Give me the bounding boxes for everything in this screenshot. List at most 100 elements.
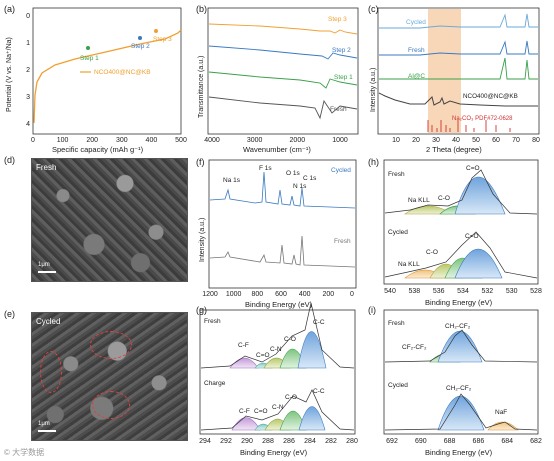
i-cycled-ch2cf2-label: CH₂-CF₂ — [446, 385, 472, 392]
sem-image-cycled: Cycled 1μm — [31, 312, 188, 441]
peak-f1s: F 1s — [259, 165, 272, 172]
g-charge-cf-label: C-F — [239, 408, 250, 415]
xrd-fresh — [379, 40, 538, 56]
panel-h-xtick: 538 — [408, 288, 420, 295]
panel-h-xtick: 534 — [457, 288, 469, 295]
panel-g-xtick: 292 — [220, 438, 232, 445]
panel-i-xtick: 692 — [386, 438, 398, 445]
panel-a-xlabel: Specific capacity (mAh g⁻¹) — [52, 145, 144, 154]
ftir-step2-label: Step 2 — [332, 47, 351, 54]
panel-f-xtick: 200 — [322, 291, 334, 298]
panel-g-xlabel: Binding Energy (eV) — [240, 448, 308, 457]
panel-i-xtick: 682 — [530, 438, 542, 445]
panel-a-curve — [33, 29, 182, 124]
panel-b-xtick: 2000 — [290, 137, 306, 144]
xrd-cycled-label: Cycled — [406, 19, 426, 26]
sem-cycled-scalebar — [38, 430, 56, 432]
g-charge-co-label: C-O — [285, 394, 297, 401]
panel-h-xlabel: Binding Energy (eV) — [425, 298, 493, 307]
panel-c-xtick: 80 — [532, 137, 540, 144]
panel-c: (c) Intensity (a.u.) 2 Theta (degree) 10… — [368, 4, 540, 154]
sem-cycled-scale-text: 1μm — [38, 421, 50, 427]
survey-fresh-label: Fresh — [334, 238, 351, 245]
panel-f-ylabel: Intensity (a.u.) — [199, 218, 206, 262]
h-fresh-nakll-label: Na KLL — [408, 197, 430, 204]
h-cycled-c=o-peak — [454, 248, 503, 279]
panel-a-xtick: 100 — [57, 137, 69, 144]
panel-b-letter: (b) — [196, 4, 207, 14]
g-charge-cc-label: C-C — [313, 388, 325, 395]
peak-n1s: N 1s — [293, 183, 307, 190]
ftir-step3 — [208, 23, 358, 35]
panel-f-xtick: 0 — [350, 291, 354, 298]
xps-survey-cycled — [209, 171, 356, 209]
h-fresh-label: Fresh — [388, 171, 405, 178]
panel-g-xtick: 286 — [283, 438, 295, 445]
panel-c-xlabel: 2 Theta (degree) — [426, 145, 482, 154]
peak-o1s: O 1s — [286, 170, 300, 177]
i-fresh-ch2cf2-label: CH₂-CF₂ — [445, 323, 471, 330]
step3-label: Step 3 — [153, 36, 172, 43]
ftir-step3-label: Step 3 — [328, 16, 347, 23]
panel-g-xtick: 282 — [325, 438, 337, 445]
i-fresh-ch2cf2-peak — [437, 330, 483, 363]
step2-marker — [138, 36, 142, 40]
sem-cycled-label: Cycled — [36, 317, 61, 326]
sem-fresh-label: Fresh — [36, 163, 57, 172]
ftir-fresh-label: Fresh — [330, 106, 347, 113]
i-fresh-envelope — [384, 329, 538, 363]
i-cycled-label: Cycled — [388, 382, 408, 389]
sem-cycled-circle-3 — [92, 391, 130, 419]
panel-a: (a) Potential (V vs. Na⁺/Na) Specific ca… — [4, 4, 187, 154]
xps-survey-fresh — [209, 235, 356, 268]
panel-a-xtick: 0 — [31, 137, 35, 144]
panel-f-letter: (f) — [196, 157, 205, 167]
sem-cycled-circle-1 — [90, 331, 132, 359]
h-cycled-nakll-label: Na KLL — [398, 261, 420, 268]
peak-c1s: C 1s — [303, 175, 317, 182]
panel-i-xtick: 684 — [501, 438, 513, 445]
xrd-al-c — [379, 57, 538, 80]
panel-a-xtick: 200 — [86, 137, 98, 144]
panel-f-xtick: 800 — [251, 291, 263, 298]
panel-f-xtick: 1200 — [202, 291, 218, 298]
panel-g-xtick: 288 — [262, 438, 274, 445]
panel-c-xtick: 30 — [432, 137, 440, 144]
panel-b-xtick: 3000 — [247, 137, 263, 144]
step2-label: Step 2 — [131, 43, 150, 50]
xrd-alc-label: Al@C — [408, 73, 425, 80]
g-fresh-co-label: C-O — [284, 336, 296, 343]
h-fresh-envelope — [384, 169, 538, 215]
h-cycled-c=o-label: C=O — [465, 233, 479, 240]
g-charge-envelope — [200, 389, 355, 431]
ftir-step1 — [208, 71, 358, 89]
h-fresh-c=o-peak — [454, 177, 506, 215]
panel-c-highlight — [428, 9, 461, 133]
g-charge-label: Charge — [204, 380, 226, 387]
step1-marker — [86, 46, 90, 50]
xrd-cycled — [379, 13, 538, 29]
panel-c-xtick: 40 — [452, 137, 460, 144]
panel-c-frame — [377, 7, 540, 135]
panel-b-frame — [207, 7, 359, 135]
panel-f-xtick: 400 — [299, 291, 311, 298]
panel-b-ylabel: Transmittance (a.u.) — [198, 56, 205, 118]
g-fresh-cf-label: C-F — [238, 342, 249, 349]
panel-d-letter: (d) — [4, 155, 15, 165]
panel-i-xtick: 688 — [444, 438, 456, 445]
panel-f-xlabel: Binding Energy (eV) — [245, 300, 313, 309]
i-fresh-label: Fresh — [388, 320, 405, 327]
panel-g-xtick: 290 — [241, 438, 253, 445]
panel-a-xtick: 300 — [116, 137, 128, 144]
ftir-step1-label: Step 1 — [334, 74, 353, 81]
sem-image-fresh: Fresh 1μm — [31, 158, 188, 282]
i-cycled-ch2cf2-peak — [437, 395, 485, 431]
peak-na1s: Na 1s — [223, 177, 241, 184]
g-fresh-cc-label: C-C — [313, 319, 325, 326]
h-cycled-label: Cycled — [388, 229, 408, 236]
xrd-nco-label: NCO400@NC@KB — [463, 93, 518, 100]
h-cycled-envelope — [384, 231, 538, 279]
h-cycled-co-label: C-O — [426, 249, 438, 256]
panel-a-legend: NCO400@NC@KB — [94, 69, 151, 76]
